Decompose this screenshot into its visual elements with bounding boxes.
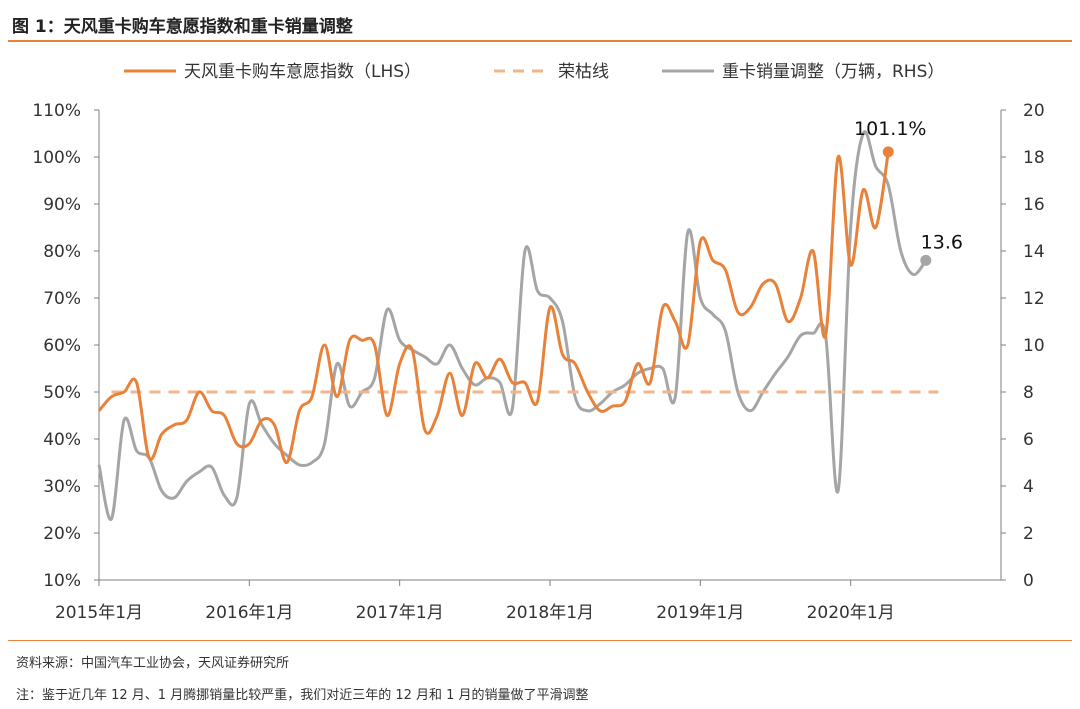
- right-tick-label: 20: [1023, 101, 1045, 121]
- source-note: 资料来源：中国汽车工业协会，天风证券研究所: [16, 656, 290, 671]
- legend-label-sales: 重卡销量调整（万辆，RHS）: [722, 62, 944, 82]
- left-tick-label: 80%: [43, 242, 81, 262]
- footer-rule: [8, 640, 1072, 641]
- plot-area: 101.1% 13.6: [97, 118, 963, 521]
- right-tick-label: 8: [1023, 383, 1034, 403]
- left-tick-label: 90%: [43, 195, 81, 215]
- left-tick-label: 40%: [43, 430, 81, 450]
- right-tick-label: 0: [1023, 571, 1034, 591]
- x-tick-label: 2016年1月: [205, 603, 293, 623]
- left-tick-label: 70%: [43, 289, 81, 309]
- right-tick-label: 18: [1023, 148, 1045, 168]
- left-tick-label: 60%: [43, 336, 81, 356]
- right-tick-label: 10: [1023, 336, 1045, 356]
- left-tick-label: 50%: [43, 383, 81, 403]
- left-tick-label: 30%: [43, 477, 81, 497]
- chart-title: 图 1：天风重卡购车意愿指数和重卡销量调整: [12, 17, 353, 37]
- legend: 天风重卡购车意愿指数（LHS） 荣枯线 重卡销量调整（万辆，RHS）: [124, 62, 944, 82]
- left-tick-label: 20%: [43, 524, 81, 544]
- x-tick-label: 2017年1月: [356, 603, 444, 623]
- index-end-marker: [882, 146, 894, 158]
- right-tick-label: 14: [1023, 242, 1045, 262]
- legend-label-rongku: 荣枯线: [558, 62, 609, 82]
- x-tick-label: 2015年1月: [55, 603, 143, 623]
- right-tick-label: 12: [1023, 289, 1045, 309]
- title-rule: [8, 40, 1072, 42]
- left-tick-label: 110%: [32, 101, 81, 121]
- footnote: 注：鉴于近几年 12 月、1 月腾挪销量比较严重，我们对近三年的 12 月和 1…: [16, 688, 589, 703]
- series-line-sales: [97, 130, 928, 521]
- axes: 10% 20% 30% 40% 50% 60% 70% 80% 90% 100% 110% 0 2 4 6 8…: [32, 101, 1044, 623]
- left-tick-label: 10%: [43, 571, 81, 591]
- sales-end-marker: [920, 254, 932, 266]
- right-tick-label: 4: [1023, 477, 1034, 497]
- x-tick-label: 2020年1月: [807, 603, 895, 623]
- chart: 天风重卡购车意愿指数（LHS） 荣枯线 重卡销量调整（万辆，RHS） 10% 20% 3…: [32, 62, 1044, 623]
- legend-label-index: 天风重卡购车意愿指数（LHS）: [184, 62, 421, 82]
- index-end-label: 101.1%: [854, 118, 926, 140]
- right-tick-label: 6: [1023, 430, 1034, 450]
- right-tick-label: 16: [1023, 195, 1045, 215]
- right-tick-label: 2: [1023, 524, 1034, 544]
- x-tick-label: 2019年1月: [656, 603, 744, 623]
- series-line-index: [97, 151, 890, 465]
- sales-end-label: 13.6: [921, 231, 963, 253]
- x-tick-label: 2018年1月: [506, 603, 594, 623]
- left-tick-label: 100%: [32, 148, 81, 168]
